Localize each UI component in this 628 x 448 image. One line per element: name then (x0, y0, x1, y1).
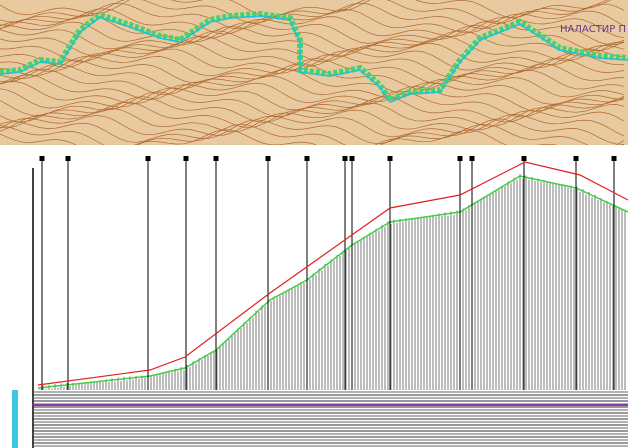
station-marker (66, 156, 71, 161)
page: НАЛАСТИР П (() => { const data = JSON.pa… (0, 0, 628, 448)
station-marker (574, 156, 579, 161)
station-marker (522, 156, 527, 161)
station-marker (350, 156, 355, 161)
cad-view: НАЛАСТИР П (0, 0, 628, 448)
station-marker (184, 156, 189, 161)
station-marker (146, 156, 151, 161)
map-label: НАЛАСТИР П (560, 24, 626, 35)
station-marker (458, 156, 463, 161)
station-marker (388, 156, 393, 161)
station-marker (214, 156, 219, 161)
station-marker (40, 156, 45, 161)
station-marker (612, 156, 617, 161)
profile-background (0, 145, 628, 448)
station-marker (470, 156, 475, 161)
station-marker (266, 156, 271, 161)
station-marker (305, 156, 310, 161)
scale-bar (12, 390, 18, 448)
station-marker (343, 156, 348, 161)
